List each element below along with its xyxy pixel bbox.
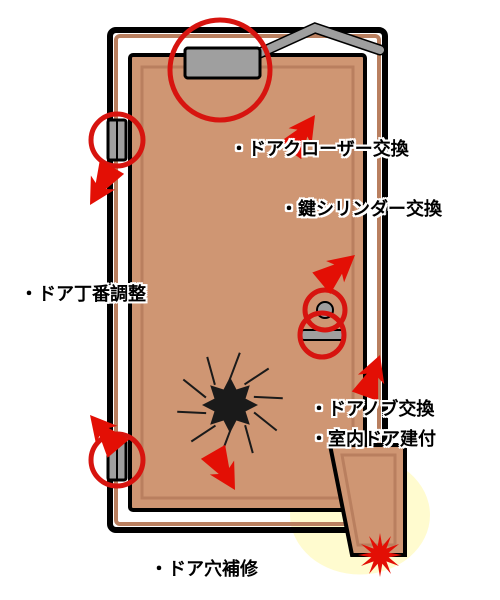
label-hole: ・ドア穴補修 [150, 555, 258, 581]
label-hinge: ・ドア丁番調整 [20, 280, 146, 306]
label-install: ・室内ドア建付 [310, 425, 436, 451]
label-closer: ・ドアクローザー交換 [230, 135, 409, 161]
label-knob: ・ドアノブ交換 [310, 395, 434, 421]
label-cylinder: ・鍵シリンダー交換 [280, 195, 442, 221]
